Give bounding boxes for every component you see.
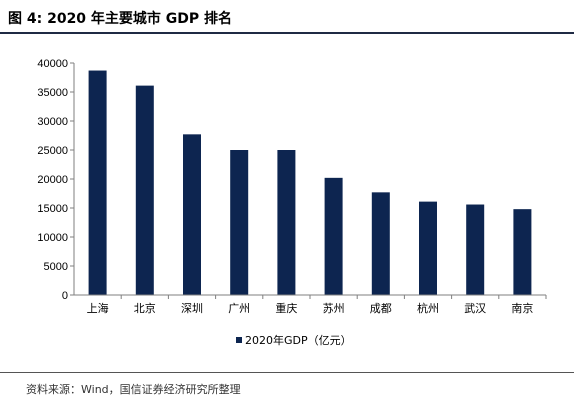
y-tick-label: 40000 xyxy=(37,58,68,70)
x-tick-label: 苏州 xyxy=(323,302,345,315)
bar xyxy=(466,204,485,295)
footer-divider xyxy=(0,372,574,373)
x-tick-label: 上海 xyxy=(87,301,109,315)
y-tick-label: 15000 xyxy=(37,203,68,215)
x-tick-label: 武汉 xyxy=(464,302,486,315)
y-tick-label: 5000 xyxy=(44,261,68,273)
x-axis: 上海 北京 深圳 广州 重庆 苏州 成都 杭州 武汉 南京 xyxy=(74,294,547,315)
y-tick-label: 0 xyxy=(62,290,68,302)
figure-title: 图 4: 2020 年主要城市 GDP 排名 xyxy=(8,11,233,27)
bar xyxy=(88,70,107,295)
bar xyxy=(371,192,390,295)
source-note: 资料来源：Wind，国信证券经济研究所整理 xyxy=(26,383,241,396)
legend-label: 2020年GDP（亿元） xyxy=(245,334,352,347)
y-tick-label: 35000 xyxy=(37,87,68,99)
y-tick-label: 30000 xyxy=(37,116,68,128)
title-divider xyxy=(0,32,574,34)
bar xyxy=(135,85,154,296)
bar xyxy=(513,209,532,295)
y-tick-label: 10000 xyxy=(37,232,68,244)
chart-legend: 2020年GDP（亿元） xyxy=(236,332,352,348)
bar xyxy=(277,150,296,295)
x-tick-label: 南京 xyxy=(511,301,533,315)
bar xyxy=(419,201,437,295)
x-tick-label: 杭州 xyxy=(417,301,439,315)
x-tick-label: 广州 xyxy=(228,302,250,315)
bar xyxy=(324,177,343,295)
y-tick-label: 20000 xyxy=(37,174,68,186)
x-tick-label: 深圳 xyxy=(181,302,203,315)
x-tick-label: 成都 xyxy=(370,302,392,315)
bar xyxy=(230,150,249,295)
legend-swatch xyxy=(236,337,242,343)
y-tick-label: 25000 xyxy=(37,145,68,157)
x-tick-label: 重庆 xyxy=(275,301,297,315)
x-tick-label: 北京 xyxy=(134,301,156,315)
y-axis: 0 5000 10000 15000 20000 25000 30000 35000 40000 xyxy=(37,58,75,302)
gdp-bar-chart: 0 5000 10000 15000 20000 25000 30000 35000 40000… xyxy=(37,58,547,315)
bar-series xyxy=(88,70,532,296)
bar xyxy=(183,134,201,295)
